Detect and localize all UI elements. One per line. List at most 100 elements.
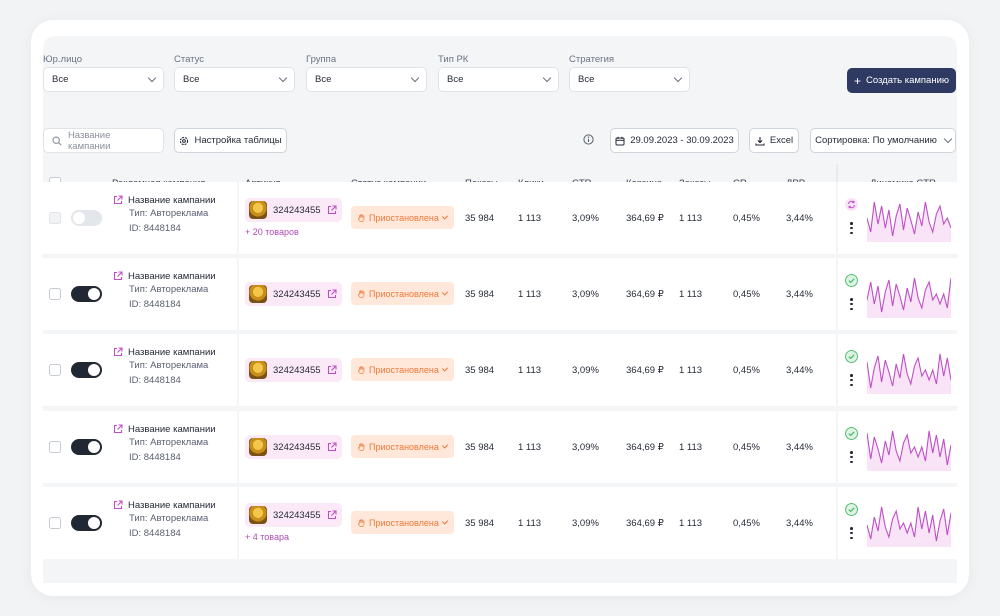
campaign-link[interactable]: Название кампании: [113, 268, 216, 284]
cart-value: 364,69 ₽: [626, 364, 664, 376]
status-dropdown[interactable]: Приостановлена: [351, 435, 454, 458]
info-icon[interactable]: [583, 134, 594, 145]
sparkline-line: [867, 201, 951, 237]
row-checkbox[interactable]: [49, 364, 61, 376]
article-number: 324243455: [273, 204, 321, 216]
ctr-value: 3,09%: [572, 288, 599, 300]
campaign-active-toggle[interactable]: [71, 515, 102, 531]
cell-divider: [836, 334, 838, 406]
campaign-active-toggle[interactable]: [71, 439, 102, 455]
filter-legal-select[interactable]: Все: [43, 67, 164, 92]
campaign-active-toggle[interactable]: [71, 286, 102, 302]
campaign-link[interactable]: Название кампании: [113, 344, 216, 360]
sort-label: Сортировка: По умолчанию: [815, 135, 937, 146]
cell-divider: [836, 411, 838, 483]
row-checkbox[interactable]: [49, 288, 61, 300]
cell-divider: [836, 258, 838, 330]
toggle-cell: [71, 487, 102, 559]
campaign-link[interactable]: Название кампании: [113, 192, 216, 208]
clicks-value: 1 113: [518, 212, 542, 224]
search-placeholder: Название кампании: [67, 129, 111, 152]
filter-group-value: Все: [315, 74, 332, 85]
more-products-link[interactable]: + 20 товаров: [245, 227, 299, 237]
drr-value: 3,44%: [786, 441, 813, 453]
filter-label-legal: Юр.лицо: [43, 54, 82, 65]
cr-value: 0,45%: [733, 517, 760, 529]
cr-value: 0,45%: [733, 364, 760, 376]
sparkline-line: [867, 353, 951, 389]
status-dropdown[interactable]: Приостановлена: [351, 206, 454, 229]
article-number: 324243455: [273, 364, 321, 376]
row-checkbox[interactable]: [49, 441, 61, 453]
status-dropdown[interactable]: Приостановлена: [351, 358, 454, 381]
ctr-sparkline: [867, 277, 951, 318]
status-label: Приостановлена: [369, 288, 439, 299]
filter-strategy-select[interactable]: Все: [569, 67, 690, 92]
more-vertical-icon[interactable]: [850, 527, 853, 541]
article-chip[interactable]: 324243455: [245, 198, 342, 222]
more-vertical-icon[interactable]: [850, 222, 853, 236]
more-products-link[interactable]: + 4 товара: [245, 532, 289, 542]
external-link-icon[interactable]: [327, 442, 337, 452]
status-dropdown[interactable]: Приостановлена: [351, 282, 454, 305]
hand-icon: [358, 518, 365, 527]
more-vertical-icon[interactable]: [850, 451, 853, 465]
table-row[interactable]: Название кампании Тип: Автореклама ID: 8…: [43, 487, 957, 559]
filter-label-strategy: Стратегия: [569, 54, 615, 65]
check-circle-icon: [845, 350, 858, 363]
chevron-down-icon: [542, 73, 552, 83]
external-link-icon[interactable]: [327, 205, 337, 215]
external-link-icon[interactable]: [327, 365, 337, 375]
row-checkbox[interactable]: [49, 212, 61, 224]
table-row[interactable]: Название кампании Тип: Автореклама ID: 8…: [43, 182, 957, 254]
campaign-name: Название кампании: [128, 499, 216, 511]
ctr-dynamics-cell: [839, 334, 957, 406]
chevron-down-icon: [441, 364, 449, 372]
filter-group-select[interactable]: Все: [306, 67, 427, 92]
campaign-link[interactable]: Название кампании: [113, 497, 216, 513]
article-chip[interactable]: 324243455: [245, 282, 342, 306]
gear-icon: [180, 136, 189, 145]
filter-label-type: Тип РК: [438, 54, 469, 65]
toggle-cell: [71, 182, 102, 254]
filter-strategy-value: Все: [578, 74, 595, 85]
campaign-active-toggle[interactable]: [71, 210, 102, 226]
create-campaign-button[interactable]: + Создать кампанию: [847, 68, 956, 93]
status-label: Приостановлена: [369, 441, 439, 452]
ctr-dynamics-cell: [839, 182, 957, 254]
filter-type-select[interactable]: Все: [438, 67, 559, 92]
filter-status-select[interactable]: Все: [174, 67, 295, 92]
ctr-value: 3,09%: [572, 517, 599, 529]
campaign-active-toggle[interactable]: [71, 362, 102, 378]
external-link-icon[interactable]: [327, 289, 337, 299]
orders-value: 1 113: [679, 441, 703, 453]
status-label: Приостановлена: [369, 212, 439, 223]
excel-export-button[interactable]: Excel: [749, 128, 799, 153]
search-input[interactable]: Название кампании: [43, 128, 164, 153]
more-vertical-icon[interactable]: [850, 374, 853, 388]
table-settings-button[interactable]: Настройка таблицы: [174, 128, 287, 153]
sort-select[interactable]: Сортировка: По умолчанию: [810, 128, 956, 153]
article-chip[interactable]: 324243455: [245, 358, 342, 382]
toggle-cell: [71, 411, 102, 483]
campaign-link[interactable]: Название кампании: [113, 421, 216, 437]
campaign-info: Название кампании Тип: Автореклама ID: 8…: [113, 497, 216, 543]
campaign-type: Тип: Автореклама: [129, 208, 209, 219]
sync-icon[interactable]: [845, 198, 858, 211]
status-dropdown[interactable]: Приостановлена: [351, 511, 454, 534]
external-link-icon: [113, 424, 123, 434]
ctr-value: 3,09%: [572, 364, 599, 376]
row-checkbox[interactable]: [49, 517, 61, 529]
table-row[interactable]: Название кампании Тип: Автореклама ID: 8…: [43, 411, 957, 483]
ctr-value: 3,09%: [572, 212, 599, 224]
excel-label: Excel: [769, 135, 794, 146]
article-number: 324243455: [273, 509, 321, 521]
table-row[interactable]: Название кампании Тип: Автореклама ID: 8…: [43, 258, 957, 330]
article-chip[interactable]: 324243455: [245, 435, 342, 459]
sparkline-line: [867, 277, 951, 313]
more-vertical-icon[interactable]: [850, 298, 853, 312]
article-chip[interactable]: 324243455: [245, 503, 342, 527]
table-row[interactable]: Название кампании Тип: Автореклама ID: 8…: [43, 334, 957, 406]
external-link-icon[interactable]: [327, 510, 337, 520]
date-range-button[interactable]: 29.09.2023 - 30.09.2023: [610, 128, 739, 153]
